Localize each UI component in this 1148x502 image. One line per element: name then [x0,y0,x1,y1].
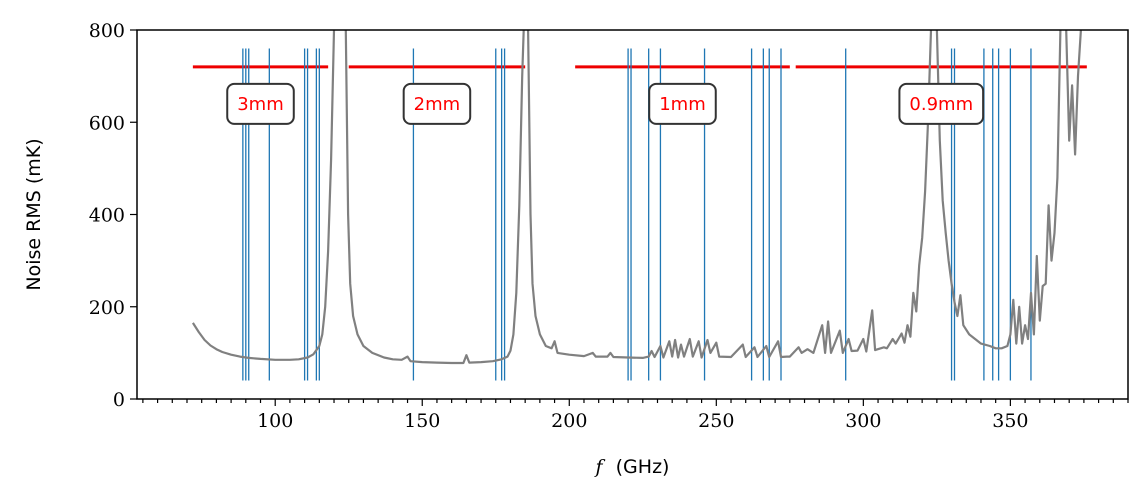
band-label-box [898,82,985,125]
x-tick-label: 250 [698,410,734,432]
band-label-1: 2mm [402,82,472,125]
band-label-text: 0.9mm [909,94,973,115]
band-label-3: 0.9mm [898,82,985,125]
noise-segment-4 [1065,30,1082,156]
x-tick-label: 300 [845,410,881,432]
x-tick-label: 150 [404,410,440,432]
y-tick-label: 600 [89,112,125,134]
band-label-box [226,82,295,125]
band-label-box [648,82,717,125]
band-label-box [402,82,472,125]
y-tick-label: 800 [89,20,125,42]
x-axis-ticks: 100 150 200 250 300 350 [142,399,1129,432]
noise-segment-2 [527,30,933,359]
band-label-0: 3mm [226,82,295,125]
band-label-2: 1mm [648,82,717,125]
band-label-text: 2mm [414,94,461,115]
y-axis-label: Noise RMS (mK) [23,138,45,290]
y-tick-label: 0 [113,389,125,411]
x-tick-label: 200 [551,410,587,432]
y-axis-ticks: 0 200 400 600 800 [89,20,137,411]
noise-series [191,30,1082,365]
band-label-text: 3mm [237,94,284,115]
x-tick-label: 350 [992,410,1028,432]
y-tick-label: 200 [89,297,125,319]
y-tick-label: 400 [89,205,125,227]
band-labels: 3mm 2mm 1mm 0.9mm [226,82,985,125]
noise-segment-3 [935,30,1062,350]
noise-segment-0 [191,30,336,361]
noise-segment-1 [344,30,525,365]
x-axis-label: f (GHz) [594,456,670,478]
band-label-text: 1mm [659,94,706,115]
x-axis-variable: f [594,456,606,478]
x-tick-label: 100 [257,410,293,432]
x-axis-unit: (GHz) [616,456,670,478]
